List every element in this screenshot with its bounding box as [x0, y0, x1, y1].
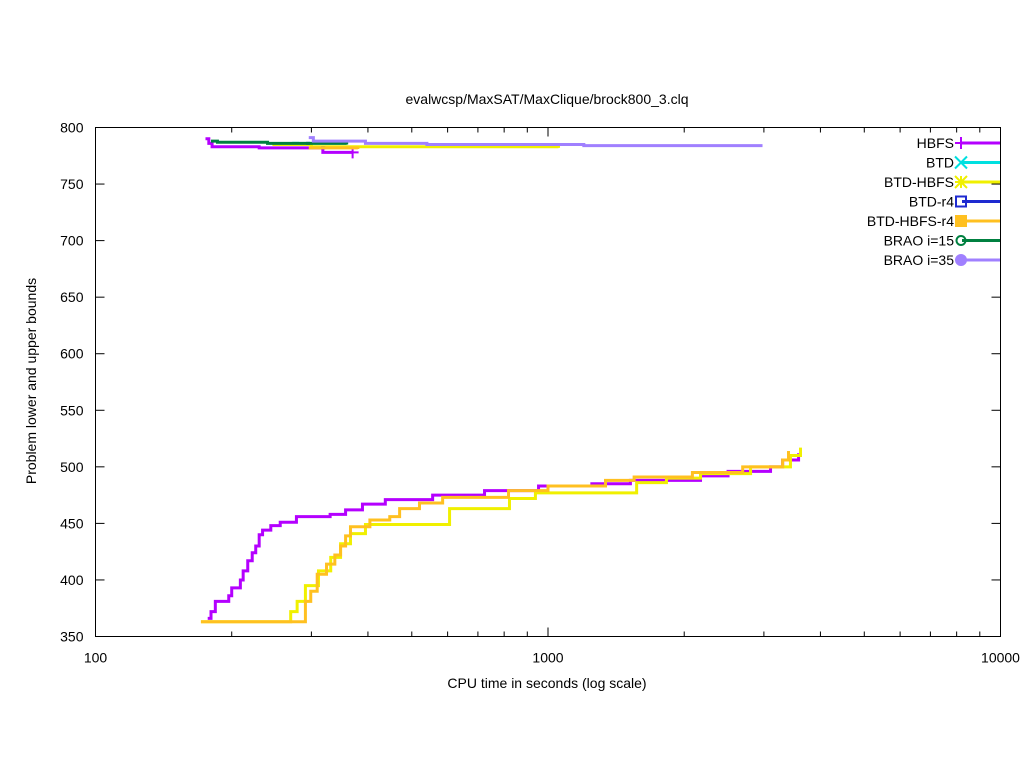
legend-label: BRAO i=15	[884, 233, 955, 249]
legend-entry: BRAO i=35	[884, 252, 1000, 268]
y-axis-label: Problem lower and upper bounds	[23, 278, 39, 484]
series-hbfs	[205, 139, 798, 619]
series-line	[309, 138, 763, 146]
legend-entry: BTD-r4	[909, 194, 1000, 210]
legend-label: BRAO i=35	[884, 252, 955, 268]
y-tick-label: 550	[60, 402, 84, 418]
plus-marker-icon	[955, 137, 967, 149]
series-btd-hbfs-r4	[201, 148, 789, 622]
legend-label: HBFS	[917, 135, 954, 151]
x-axis-label: CPU time in seconds (log scale)	[447, 675, 646, 691]
y-tick-label: 400	[60, 572, 84, 588]
y-tick-label: 350	[60, 629, 84, 645]
filled-circle-marker-icon	[956, 255, 966, 265]
legend-entry: BRAO i=15	[884, 233, 1000, 249]
y-tick-label: 750	[60, 176, 84, 192]
legend-label: BTD-r4	[909, 194, 954, 210]
filled-square-marker-icon	[956, 216, 966, 226]
legend-entry: BTD-HBFS	[884, 174, 1000, 190]
series-brao-i-35	[309, 138, 763, 146]
series-line	[208, 453, 799, 618]
series-btd-hbfs	[201, 144, 801, 621]
plot-frame	[96, 128, 1001, 637]
y-tick-label: 450	[60, 515, 84, 531]
legend-label: BTD	[926, 155, 954, 171]
x-tick-label: 1000	[532, 650, 563, 666]
legend-label: BTD-HBFS-r4	[867, 213, 954, 229]
x-tick-label: 100	[84, 650, 108, 666]
series-line	[309, 148, 358, 149]
y-tick-label: 700	[60, 233, 84, 249]
y-tick-label: 500	[60, 459, 84, 475]
y-tick-label: 800	[60, 120, 84, 136]
legend: HBFS BTD BTD-HBFS BTD-r4 BTD-HBFS-r4 BRAO i=1…	[867, 135, 1000, 268]
star-marker-icon	[955, 176, 967, 188]
chart-title: evalwcsp/MaxSAT/MaxClique/brock800_3.clq	[406, 91, 689, 107]
legend-entry: HBFS	[917, 135, 1000, 151]
x-tick-label: 10000	[981, 650, 1020, 666]
legend-entry: BTD-HBFS-r4	[867, 213, 1000, 229]
y-tick-label: 650	[60, 289, 84, 305]
legend-label: BTD-HBFS	[884, 174, 954, 190]
legend-entry: BTD	[926, 155, 1000, 171]
y-tick-label: 600	[60, 346, 84, 362]
